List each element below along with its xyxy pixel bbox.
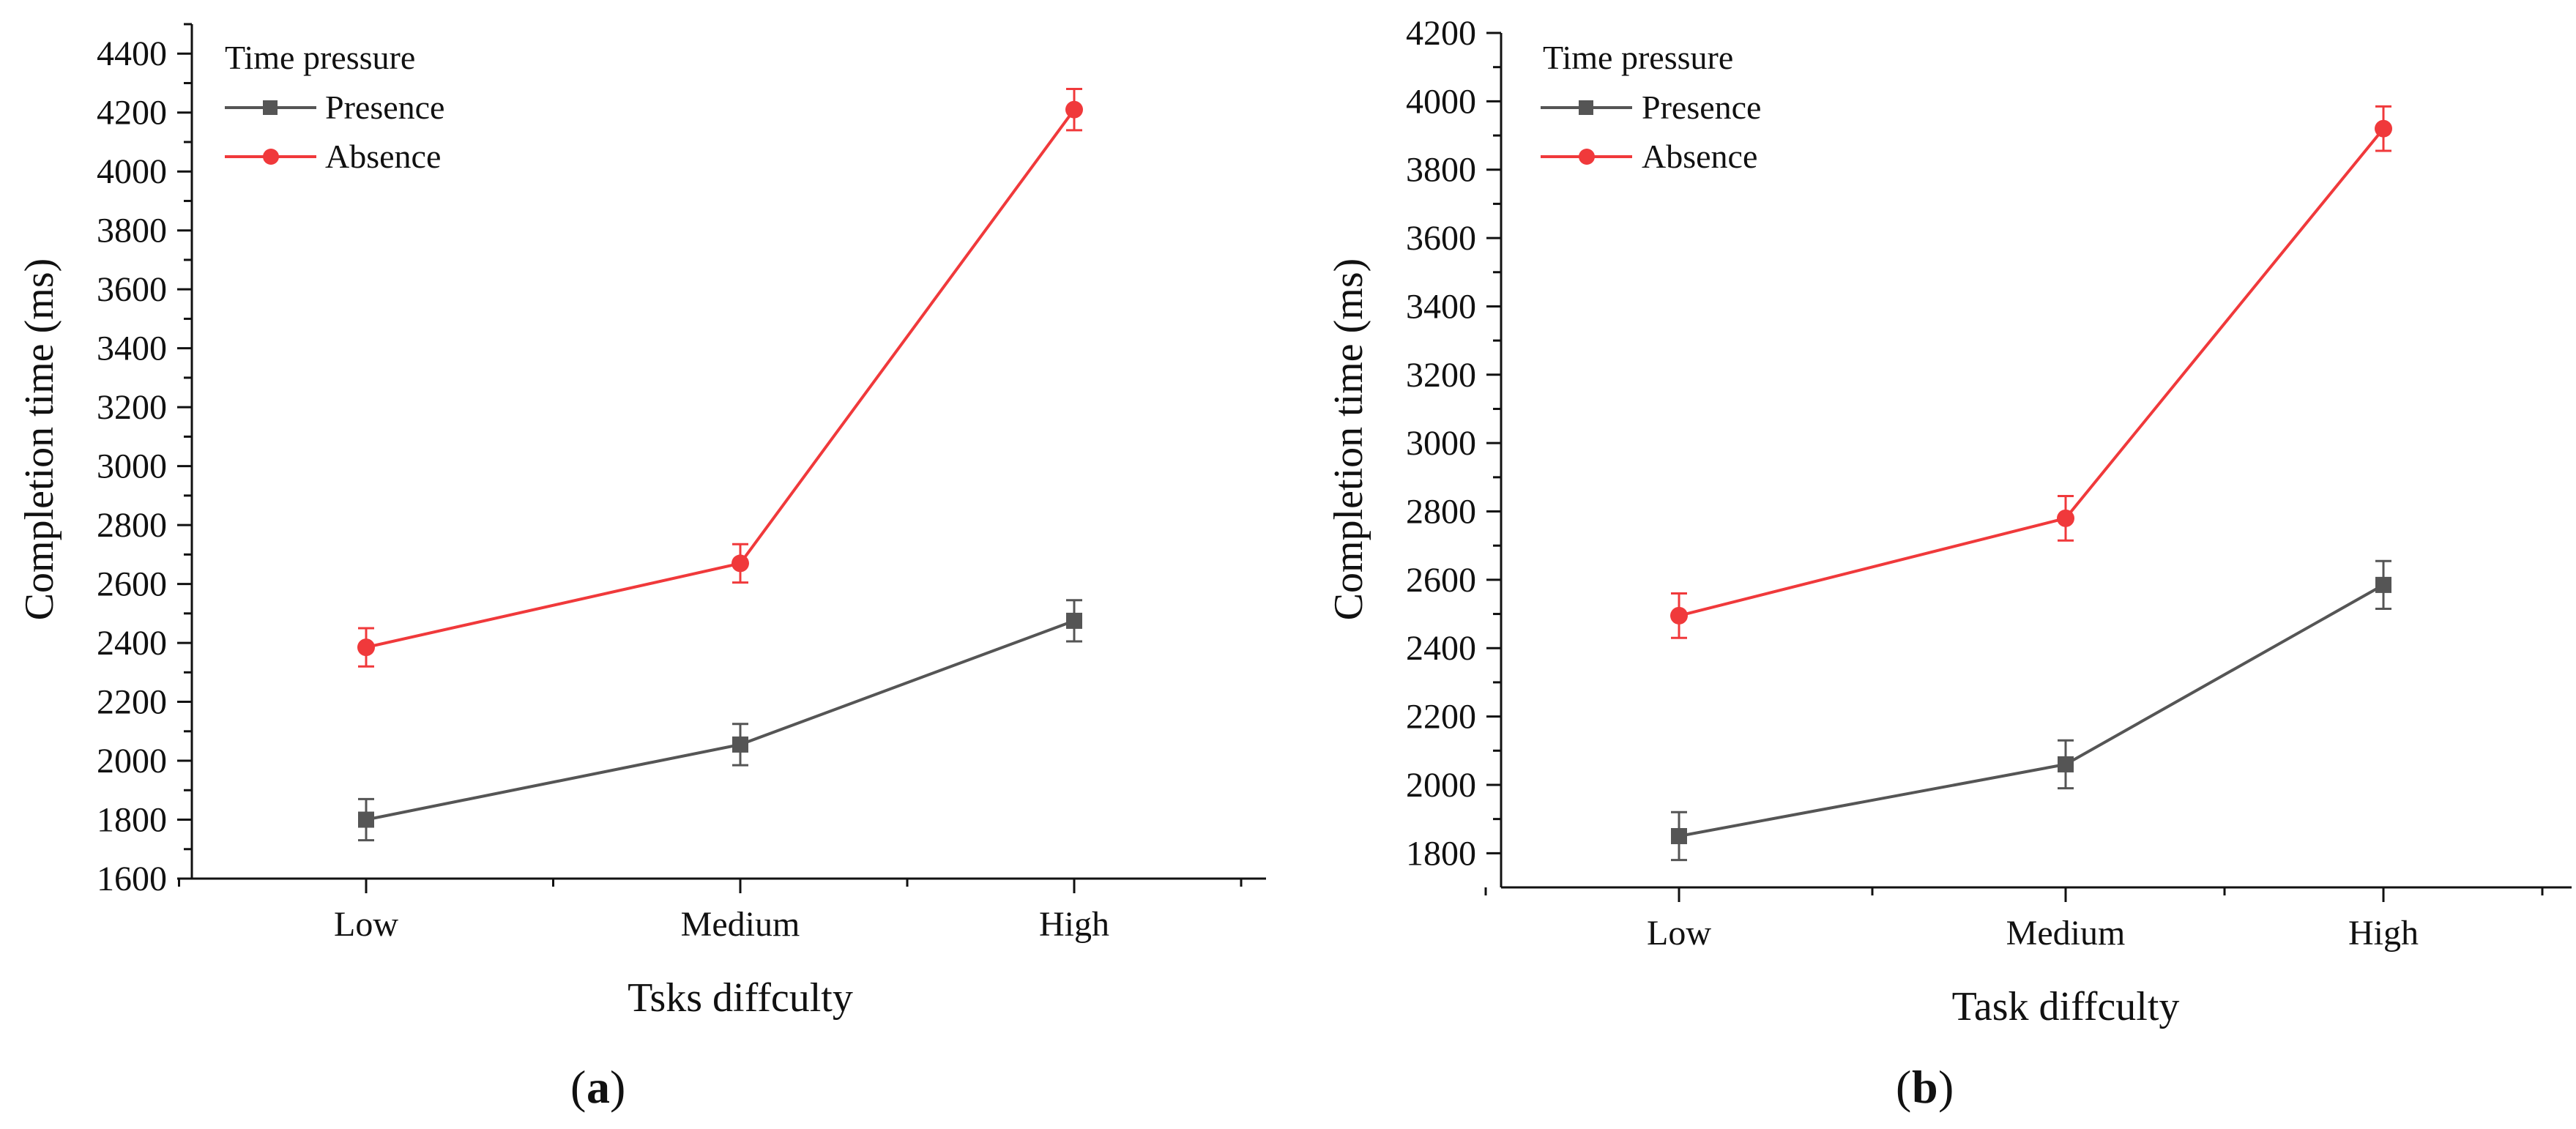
y-tick-label: 2200 bbox=[1406, 698, 1476, 737]
y-tick-label: 3800 bbox=[1406, 151, 1476, 190]
x-tick-label: Low bbox=[1647, 914, 1711, 953]
legend-absence-label: Absence bbox=[325, 138, 441, 175]
x-axis-title-b: Task diffculty bbox=[1952, 984, 2180, 1029]
legend-title: Time pressure bbox=[1543, 39, 1733, 76]
svg-text:(: ( bbox=[570, 1061, 586, 1113]
y-axis-title-a: Completion time (ms) bbox=[17, 258, 62, 621]
y-tick-label: 2600 bbox=[97, 565, 167, 604]
y-tick-label: 4200 bbox=[97, 94, 167, 133]
data-point-absence bbox=[357, 638, 375, 657]
y-tick-label: 2400 bbox=[97, 624, 167, 663]
legend-absence-label: Absence bbox=[1642, 138, 1757, 175]
y-tick-label: 3200 bbox=[97, 388, 167, 427]
series-absence-line bbox=[1678, 127, 2385, 617]
data-point-absence bbox=[2057, 509, 2074, 527]
y-tick-label: 1600 bbox=[97, 860, 167, 898]
series-presence-line bbox=[365, 619, 1075, 821]
y-tick-label: 4000 bbox=[97, 152, 167, 191]
data-point-presence bbox=[732, 736, 748, 753]
data-point-absence bbox=[732, 554, 749, 573]
x-tick-label: Medium bbox=[2006, 914, 2126, 953]
y-tick-label: 3600 bbox=[97, 270, 167, 309]
legend-absence-marker bbox=[263, 149, 279, 165]
legend-b: Time pressure Presence Absence bbox=[1541, 39, 1761, 175]
data-point-presence bbox=[1066, 612, 1082, 629]
panel-label-a: a bbox=[587, 1061, 610, 1113]
svg-text:(: ( bbox=[1896, 1061, 1911, 1113]
y-tick-label: 2600 bbox=[1406, 561, 1476, 600]
x-axis-title-a: Tsks diffculty bbox=[628, 975, 853, 1021]
y-tick-label: 2800 bbox=[97, 506, 167, 545]
y-tick-label: 2400 bbox=[1406, 629, 1476, 668]
legend-presence-marker bbox=[263, 100, 278, 115]
y-tick-label: 4400 bbox=[97, 34, 167, 73]
series-absence-line bbox=[365, 108, 1076, 649]
legend-absence-marker bbox=[1579, 149, 1595, 165]
data-point-absence bbox=[1670, 606, 1688, 625]
legend-presence-label: Presence bbox=[1642, 89, 1761, 126]
chart-panel-a: Time pressure Presence Absence Tsks diff… bbox=[17, 23, 1266, 1113]
y-tick-label: 2200 bbox=[97, 683, 167, 722]
data-point-presence bbox=[358, 811, 374, 828]
y-tick-label: 1800 bbox=[1406, 834, 1476, 873]
data-point-absence bbox=[1065, 100, 1083, 119]
chart-panel-b: Time pressure Presence Absence Task diff… bbox=[1326, 14, 2572, 1113]
y-tick-label: 3800 bbox=[97, 212, 167, 250]
x-tick-label: Low bbox=[334, 905, 398, 944]
series-presence-line bbox=[1678, 584, 2384, 838]
y-tick-label: 3400 bbox=[1406, 287, 1476, 326]
x-tick-label: Medium bbox=[681, 905, 800, 944]
y-tick-label: 2000 bbox=[1406, 766, 1476, 805]
y-tick-label: 3400 bbox=[97, 329, 167, 368]
y-tick-label: 4200 bbox=[1406, 14, 1476, 53]
svg-text:): ) bbox=[1938, 1061, 1954, 1113]
y-tick-label: 4000 bbox=[1406, 82, 1476, 121]
y-axis-title-b: Completion time (ms) bbox=[1326, 258, 1371, 621]
data-point-presence bbox=[2058, 756, 2074, 772]
x-tick-label: High bbox=[1039, 905, 1109, 944]
y-tick-label: 3000 bbox=[1406, 424, 1476, 463]
y-tick-label: 2800 bbox=[1406, 493, 1476, 532]
legend-presence-label: Presence bbox=[325, 89, 444, 126]
data-point-absence bbox=[2375, 119, 2392, 138]
legend-title: Time pressure bbox=[225, 39, 415, 76]
panel-caption-a: ( a ) bbox=[570, 1061, 625, 1113]
panel-caption-b: ( b ) bbox=[1896, 1061, 1954, 1113]
y-tick-label: 1800 bbox=[97, 801, 167, 840]
x-tick-label: High bbox=[2348, 914, 2419, 953]
y-tick-label: 3000 bbox=[97, 447, 167, 486]
panel-label-b: b bbox=[1912, 1061, 1938, 1113]
y-tick-label: 3600 bbox=[1406, 219, 1476, 258]
y-tick-label: 3200 bbox=[1406, 356, 1476, 395]
data-point-presence bbox=[2375, 576, 2391, 593]
y-tick-label: 2000 bbox=[97, 742, 167, 780]
data-point-presence bbox=[1671, 827, 1687, 844]
legend-presence-marker bbox=[1579, 100, 1593, 115]
legend-a: Time pressure Presence Absence bbox=[225, 39, 444, 175]
svg-text:): ) bbox=[610, 1061, 625, 1113]
